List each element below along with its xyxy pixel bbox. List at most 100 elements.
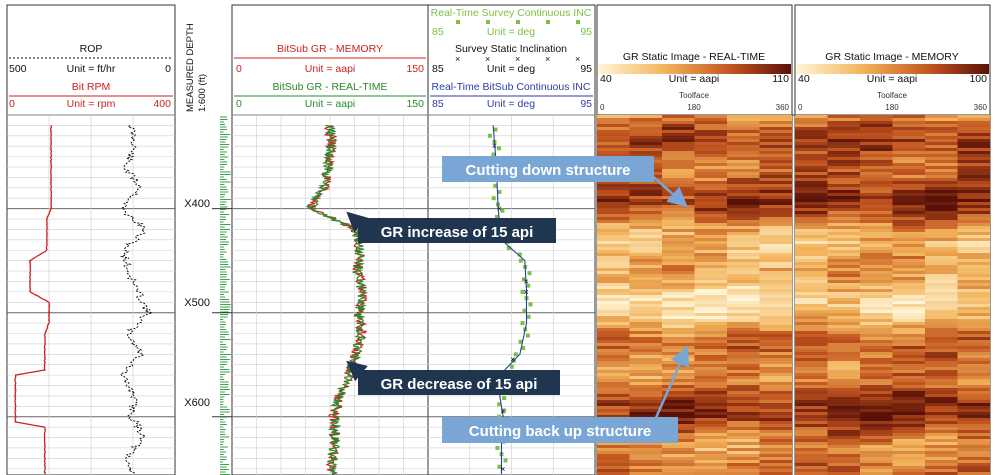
static-inc-marker: × <box>524 287 529 297</box>
depth-label-x500: X500 <box>184 297 210 309</box>
img2-tf2: 360 <box>974 103 988 112</box>
rt-survey-unit: Unit = deg <box>487 26 535 38</box>
rt-survey-marker <box>526 314 531 319</box>
img1-tf1: 180 <box>687 103 701 112</box>
grid-lines <box>7 114 595 475</box>
rt-survey-marker <box>526 283 531 288</box>
bitsub-inc-name: Real-Time BitSub Continuous INC <box>432 81 591 93</box>
rt-survey-marker <box>491 196 496 201</box>
rt-survey-right: 95 <box>580 26 592 38</box>
rt-survey-marker <box>517 252 522 257</box>
depth-column <box>212 116 232 475</box>
img1-colorbar <box>598 64 791 74</box>
gr-rt-unit: Unit = aapi <box>305 98 356 110</box>
static-inc-marker: × <box>500 464 505 474</box>
rop-unit: Unit = ft/hr <box>67 63 116 75</box>
img1-right: 110 <box>772 73 789 85</box>
gr-realtime-curve <box>306 124 369 475</box>
gr-image-realtime <box>597 115 792 475</box>
rt-survey-marker <box>521 277 526 282</box>
svg-text:×: × <box>545 54 550 64</box>
callout-cut-down: Cutting down structure <box>442 156 688 208</box>
rt-survey-marker <box>496 146 501 151</box>
img1-tf2: 360 <box>776 103 790 112</box>
rt-survey-marker <box>487 133 492 138</box>
rt-survey-marker <box>527 271 532 276</box>
gr-image-memory <box>795 115 990 475</box>
bitsub-inc-unit: Unit = deg <box>487 98 535 110</box>
rt-survey-marker <box>493 183 498 188</box>
depth-label: MEASURED DEPTH <box>185 23 196 112</box>
rt-survey-marker <box>495 445 500 450</box>
bitsub-inc-right: 95 <box>580 98 592 110</box>
rt-survey-marker <box>520 289 525 294</box>
img2-unit: Unit = aapi <box>867 73 918 85</box>
rop-right: 0 <box>165 63 171 75</box>
callout-cut-up-text: Cutting back up structure <box>469 423 652 440</box>
rop-curve <box>119 125 154 474</box>
bitsub-inc-left: 85 <box>432 98 444 110</box>
rt-survey-marker <box>503 458 508 463</box>
header-track2: BitSub GR - MEMORY 0 Unit = aapi 150 Bit… <box>234 43 426 110</box>
gr-mem-left: 0 <box>236 63 242 75</box>
gr-rt-right: 150 <box>406 98 424 110</box>
img1-unit: Unit = aapi <box>669 73 720 85</box>
img2-left: 40 <box>798 73 810 85</box>
svg-text:×: × <box>575 54 580 64</box>
rop-left: 500 <box>9 63 27 75</box>
rt-survey-marker <box>491 152 496 157</box>
img2-title: GR Static Image - MEMORY <box>825 51 958 63</box>
img2-right: 100 <box>969 73 987 85</box>
callout-gr-decrease-text: GR decrease of 15 api <box>381 376 538 393</box>
rt-survey-marker <box>500 208 505 213</box>
rt-survey-marker <box>522 308 527 313</box>
rt-survey-name: Real-Time Survey Continuous INC <box>431 7 592 19</box>
callout-gr-decrease: GR decrease of 15 api <box>346 360 560 395</box>
static-inc-left: 85 <box>432 63 444 75</box>
rt-survey-marker <box>518 339 523 344</box>
img1-title: GR Static Image - REAL-TIME <box>623 51 765 63</box>
static-inc-marker: × <box>510 355 515 365</box>
static-inc-right: 95 <box>580 63 592 75</box>
rt-survey-marker <box>521 346 526 351</box>
depth-label-x600: X600 <box>184 397 210 409</box>
callout-gr-increase: GR increase of 15 api <box>346 211 556 243</box>
rt-survey-marker <box>502 408 507 413</box>
gr-mem-unit: Unit = aapi <box>305 63 356 75</box>
rt-survey-left: 85 <box>432 26 444 38</box>
rt-survey-marker <box>525 333 530 338</box>
rpm-unit: Unit = rpm <box>67 98 116 110</box>
rt-survey-marker <box>497 402 502 407</box>
static-inc-marker: × <box>524 276 529 286</box>
header-image1: GR Static Image - REAL-TIME 40 Unit = aa… <box>598 51 791 112</box>
static-inc-marker: × <box>497 204 502 214</box>
static-inc-marker: × <box>492 141 497 151</box>
rt-survey-marker <box>493 127 498 132</box>
rt-survey-marker <box>502 396 507 401</box>
depth-label-x400: X400 <box>184 198 210 210</box>
img1-tf0: 0 <box>600 103 605 112</box>
svg-text:×: × <box>485 54 490 64</box>
rpm-name: Bit RPM <box>72 81 111 93</box>
img2-tf1: 180 <box>885 103 899 112</box>
gr-rt-left: 0 <box>236 98 242 110</box>
rt-survey-marker <box>495 214 500 219</box>
img1-left: 40 <box>600 73 612 85</box>
rt-survey-marker <box>528 302 533 307</box>
header-track1: ROP 500 Unit = ft/hr 0 Bit RPM 0 Unit = … <box>9 43 173 110</box>
rt-survey-marker <box>497 464 502 469</box>
rt-survey-marker <box>509 364 514 369</box>
gr-rt-name: BitSub GR - REAL-TIME <box>273 81 388 93</box>
bit-rpm-curve <box>14 125 53 475</box>
callout-cut-up: Cutting back up structure <box>442 345 690 443</box>
header-track3: Real-Time Survey Continuous INC 85 Unit … <box>430 7 593 110</box>
rt-survey-marker <box>518 258 523 263</box>
gr-mem-name: BitSub GR - MEMORY <box>277 43 383 55</box>
rt-survey-marker <box>520 321 525 326</box>
gr-mem-right: 150 <box>406 63 424 75</box>
static-inc-markers: ××××××× <box>492 141 529 474</box>
static-inc-marker: × <box>500 407 505 417</box>
rt-survey-marker <box>506 246 511 251</box>
callout-gr-increase-text: GR increase of 15 api <box>381 224 534 241</box>
